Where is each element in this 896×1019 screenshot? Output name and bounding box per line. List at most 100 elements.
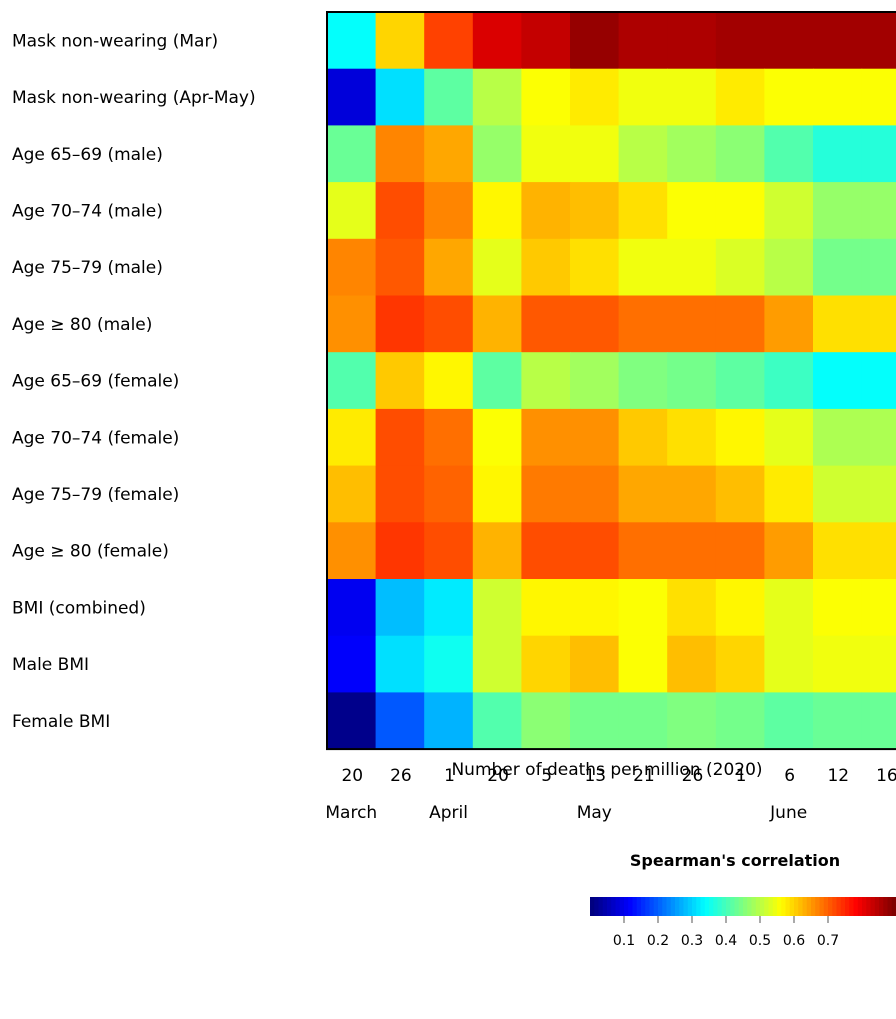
colorbar-segment [615,897,621,916]
colorbar-segment [709,897,714,916]
heatmap-cell [327,465,377,523]
colorbar-segment [602,897,608,916]
heatmap-cell [375,68,425,126]
month-label: June [769,803,807,823]
x-tick-label: 26 [682,766,704,786]
colorbar-segment [751,897,757,916]
heatmap-cell [327,408,377,467]
heatmap-cell [618,635,668,693]
heatmap-cell [424,692,474,750]
heatmap-cell [521,125,571,183]
colorbar-segment [675,897,680,916]
row-label: Age 65–69 (male) [12,145,163,165]
colorbar-title: Spearman's correlation [630,851,840,870]
heatmap-cell [813,295,863,353]
heatmap-cell [375,522,425,580]
heatmap-cell [861,182,896,240]
heatmap-cell [375,465,425,523]
colorbar-segment [760,897,765,916]
heatmap-cell [375,692,425,750]
heatmap-cell [618,12,668,70]
x-tick-label: 1 [736,766,747,786]
heatmap-cell [861,68,896,126]
colorbar-segment [853,897,859,916]
colorbar-segment [683,897,689,916]
x-tick-label: 21 [633,766,655,786]
heatmap-cell [375,579,425,637]
heatmap-cell [667,522,717,580]
heatmap-cell [715,522,765,580]
heatmap-cell [667,68,717,126]
colorbar-tick-label: 0.1 [613,933,635,949]
heatmap-cell [667,238,717,297]
heatmap-cell [715,465,765,523]
colorbar-segment [794,897,799,916]
heatmap-cell [618,125,668,183]
colorbar-segment [641,897,646,916]
heatmap-cell [618,465,668,523]
x-tick-label: 12 [827,766,849,786]
colorbar-segment [768,897,774,916]
heatmap-cell [375,408,425,467]
colorbar-segment [670,897,676,916]
heatmap-cell [715,295,765,353]
heatmap-cell [618,68,668,126]
heatmap-cell [715,125,765,183]
month-label: April [429,803,468,823]
colorbar-tick-label: 0.2 [647,933,669,949]
colorbar-tick-label: 0.6 [783,933,805,949]
colorbar-segment [798,897,804,916]
heatmap-cell [327,352,377,410]
heatmap-cell [667,465,717,523]
colorbar-segment [747,897,753,916]
heatmap-cell [813,635,863,693]
heatmap-cell [861,352,896,410]
heatmap-cell [472,579,522,637]
row-label: Age 70–74 (male) [12,201,163,221]
heatmap-cell [521,182,571,240]
heatmap-cell [472,408,522,467]
heatmap-cell [472,692,522,750]
colorbar-segment [700,897,706,916]
heatmap-cell [861,692,896,750]
colorbar-segment [649,897,655,916]
colorbar-segment [883,897,889,916]
colorbar-segment [819,897,825,916]
heatmap-cell [570,635,620,693]
heatmap-cell [472,635,522,693]
heatmap-cell [764,579,814,637]
colorbar-segment [611,897,617,916]
heatmap-cell [570,579,620,637]
heatmap-cell [521,465,571,523]
heatmap-cell [667,352,717,410]
heatmap-cell [375,295,425,353]
heatmap-cell [618,182,668,240]
colorbar-segment [666,897,672,916]
heatmap-cell [715,238,765,297]
colorbar-segment [662,897,668,916]
colorbar-segment [845,897,850,916]
heatmap-cell [715,635,765,693]
colorbar-segment [738,897,744,916]
heatmap-cell [424,125,474,183]
heatmap-cell [375,182,425,240]
colorbar-segment [789,897,795,916]
heatmap-cell [521,522,571,580]
colorbar-segment [879,897,884,916]
heatmap-cell [764,352,814,410]
colorbar-segment [704,897,710,916]
month-label: March [325,803,377,823]
heatmap-cell [813,352,863,410]
colorbar-segment [840,897,846,916]
colorbar-segment [607,897,612,916]
heatmap-cell [667,295,717,353]
heatmap-cell [424,12,474,70]
row-label: Mask non-wearing (Apr-May) [12,88,256,108]
colorbar-segment [598,897,604,916]
heatmap-cell [570,182,620,240]
heatmap-cell [327,12,377,70]
heatmap-cell [472,182,522,240]
colorbar-segment [679,897,685,916]
heatmap-cell [813,522,863,580]
heatmap-cell [424,182,474,240]
